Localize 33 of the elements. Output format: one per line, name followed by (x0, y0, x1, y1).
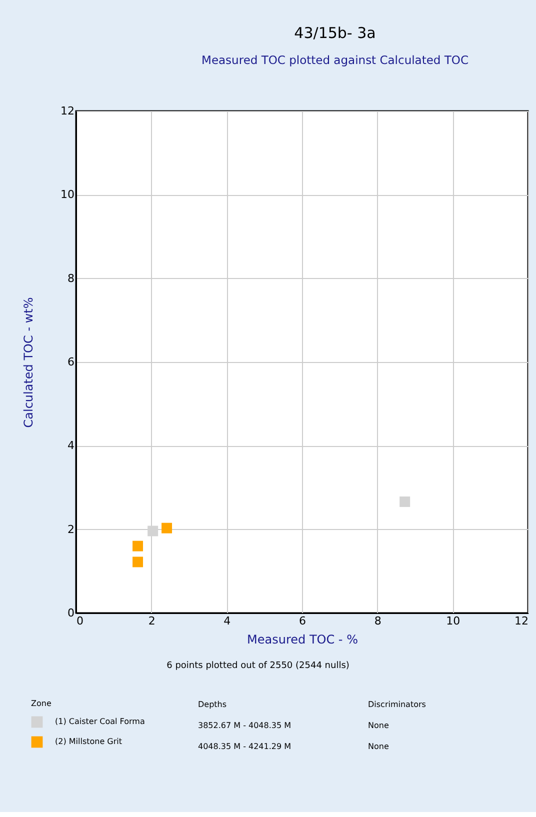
legend-label: (2) Millstone Grit (55, 737, 122, 746)
y-tick-label: 12 (60, 104, 74, 118)
text: Discriminators (368, 700, 426, 709)
legend-title: Zone (31, 699, 52, 708)
point (148, 526, 158, 536)
y-axis-title: Calculated TOC - wt% (22, 297, 36, 428)
y-tick-label: 6 (68, 356, 74, 368)
chart-subtitle: Measured TOC plotted against Calculated TOC (202, 53, 468, 67)
legend-label: (1) Caister Coal Forma (55, 717, 145, 726)
x-tick-label: 0 (76, 614, 84, 628)
chart-title: 43/15b- 3a (294, 24, 376, 42)
text: 3852.67 M - 4048.35 M (198, 721, 292, 730)
y-tick-label: 4 (68, 439, 74, 452)
x-tick-label: 12 (514, 614, 528, 628)
x-tick-label: 6 (299, 614, 306, 628)
x-axis-title: Measured TOC - % (247, 632, 358, 646)
text: None (368, 742, 389, 751)
point (132, 540, 144, 552)
y-tick-label: 0 (68, 606, 74, 620)
x-tick-label: 2 (148, 614, 156, 628)
y-tick-label: 8 (68, 272, 74, 285)
point (162, 522, 172, 534)
point (132, 556, 144, 568)
point (400, 496, 410, 507)
x-tick-label: 4 (224, 614, 231, 628)
y-tick-label: 10 (60, 188, 74, 202)
text: 6 points plotted out of 2550 (2544 nulls) (166, 661, 350, 671)
x-tick-label: 10 (446, 614, 460, 628)
text: None (368, 721, 389, 730)
y-tick-label: 2 (68, 522, 74, 536)
text: Depths (198, 700, 227, 709)
x-tick-label: 8 (374, 614, 382, 628)
text: 4048.35 M - 4241.29 M (198, 742, 292, 751)
